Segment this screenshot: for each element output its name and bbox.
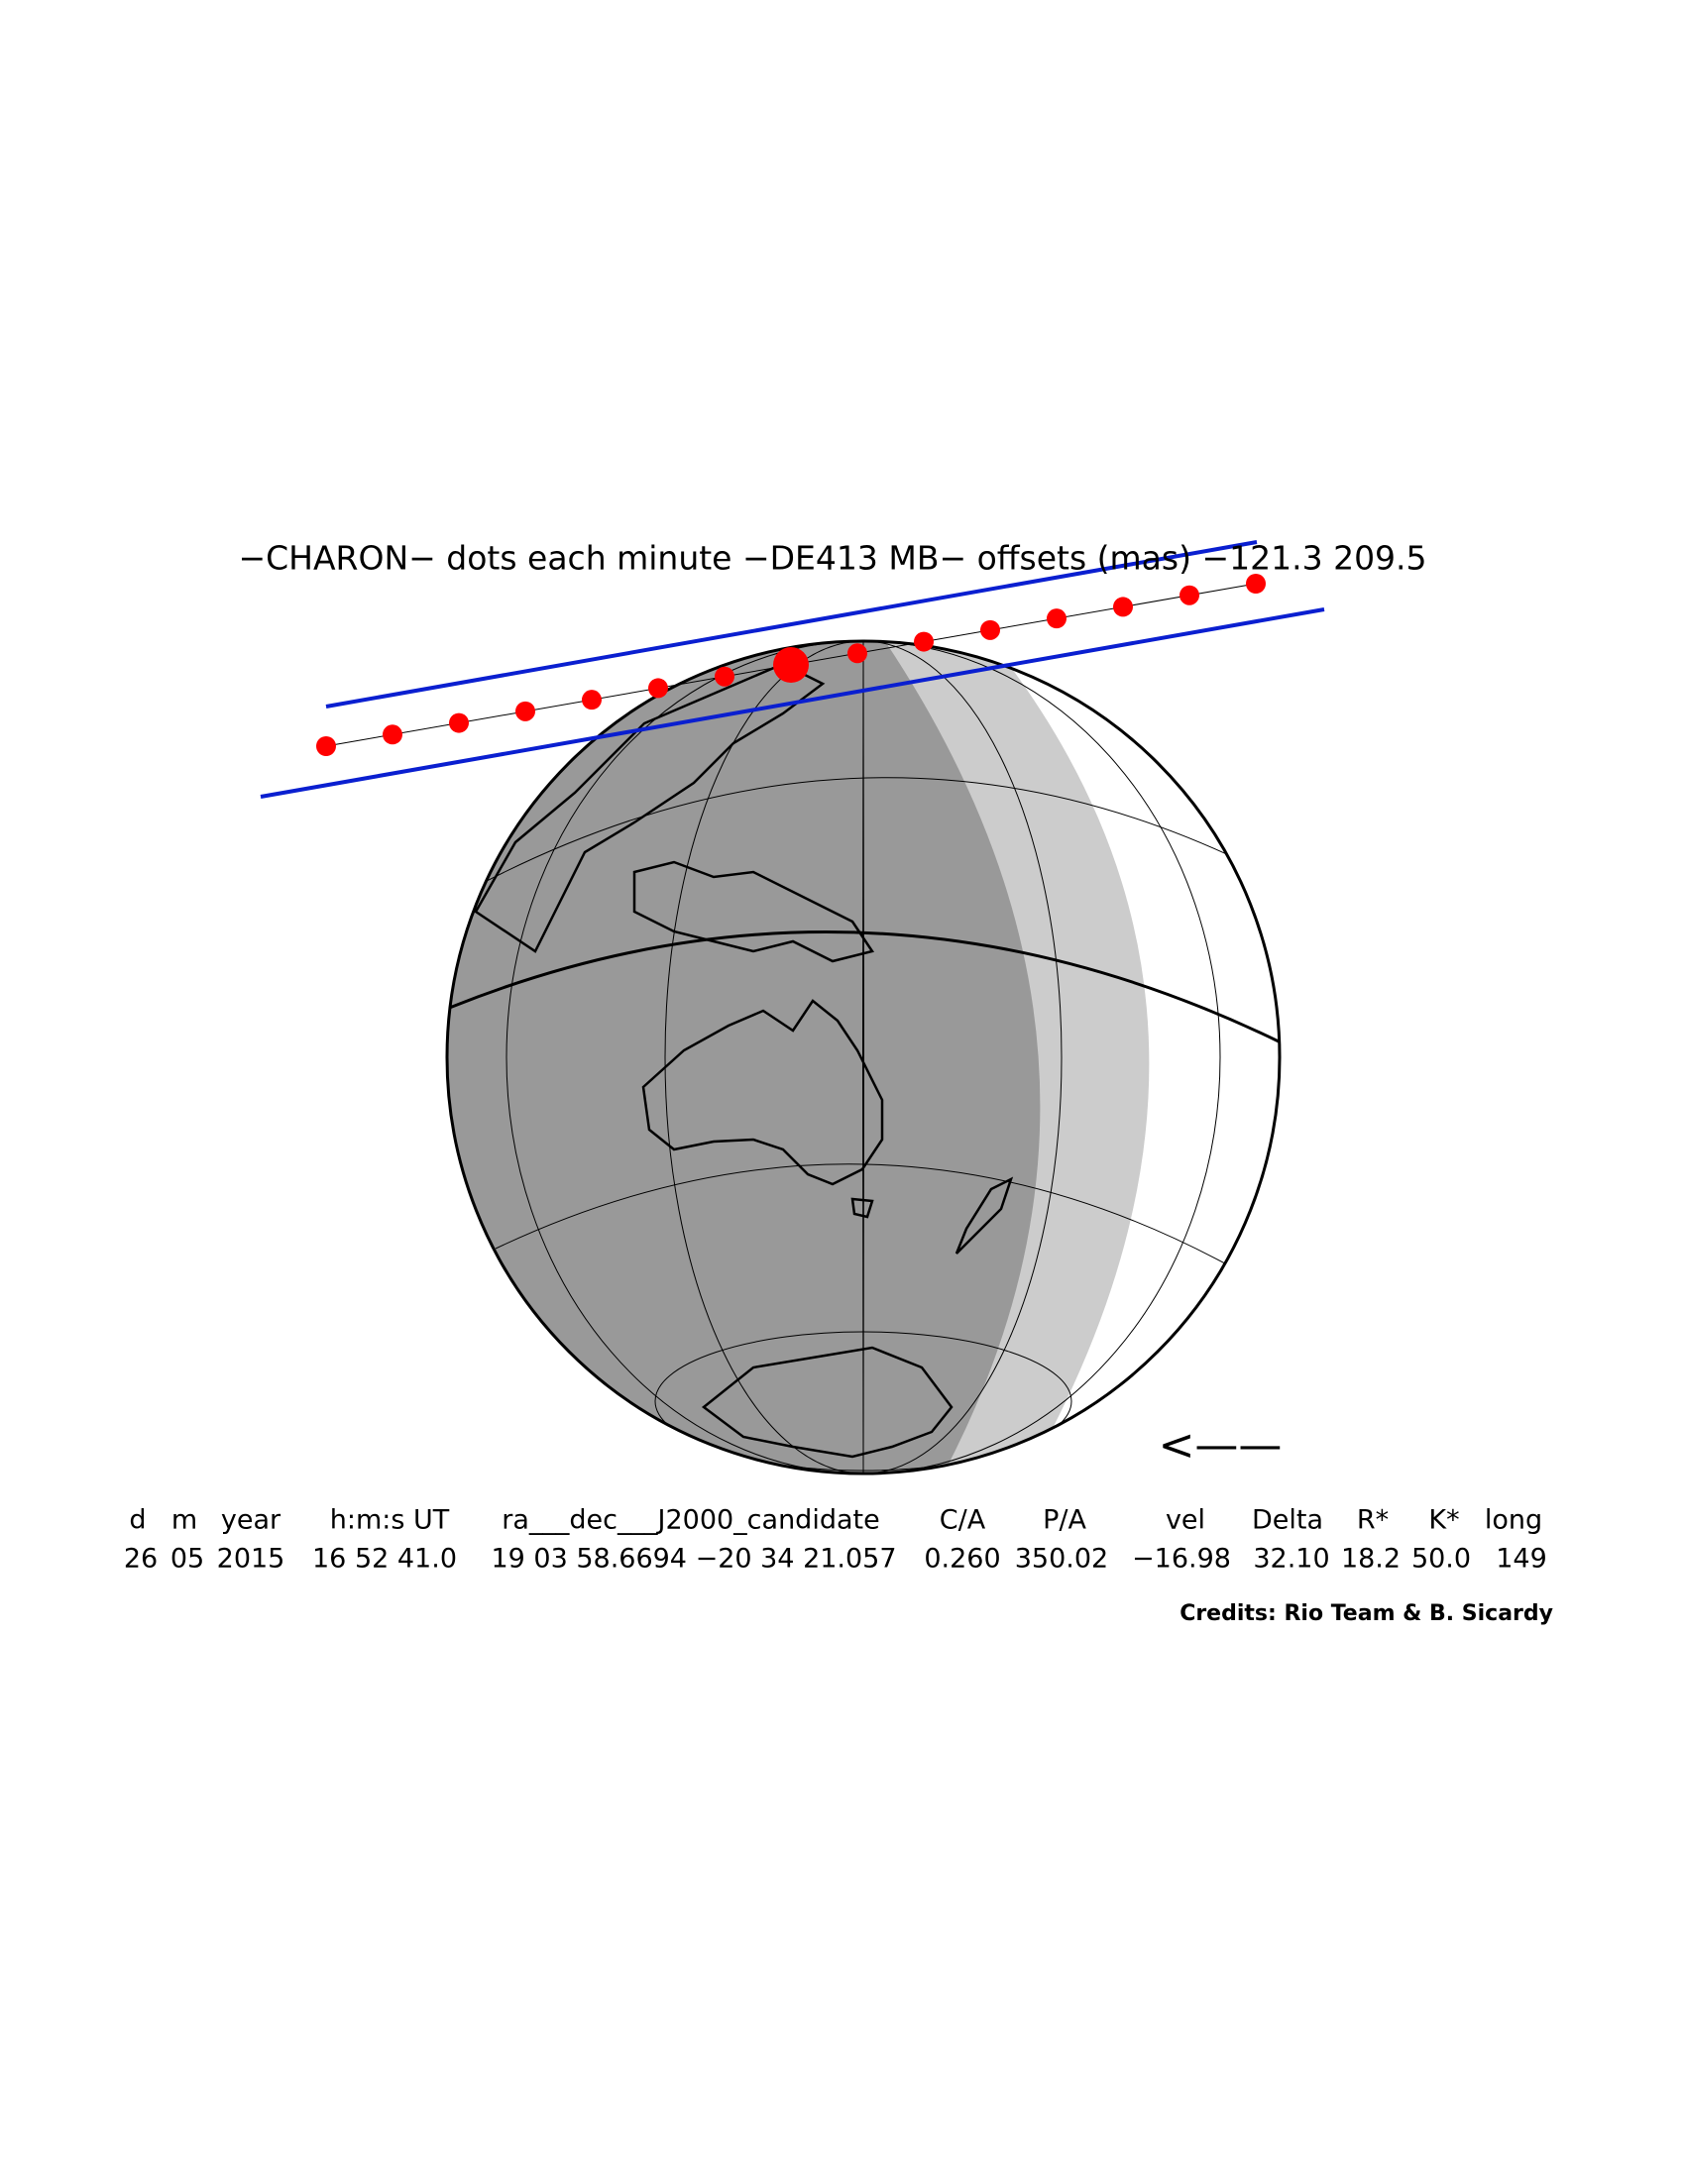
header-cell: K*: [1428, 1505, 1459, 1536]
header-cell: m: [171, 1505, 197, 1536]
minute-dot: [383, 724, 402, 745]
credits: Credits: Rio Team & B. Sicardy: [1180, 1601, 1553, 1626]
minute-dot: [847, 643, 867, 664]
value-cell: 50.0: [1411, 1544, 1471, 1575]
minute-dot: [1180, 585, 1199, 605]
value-cell: 16 52 41.0: [312, 1544, 457, 1575]
value-cell: −16.98: [1132, 1544, 1231, 1575]
header-cell: Delta: [1252, 1505, 1323, 1536]
globe: [447, 641, 1280, 1474]
value-cell: 05: [170, 1544, 204, 1575]
direction-arrow: <——: [1159, 1420, 1283, 1471]
minute-dot: [515, 701, 535, 721]
minute-dot: [316, 736, 336, 756]
value-cell: 18.2: [1341, 1544, 1401, 1575]
minute-dot: [715, 666, 734, 687]
header-cell: long: [1485, 1505, 1542, 1536]
header-cell: R*: [1357, 1505, 1389, 1536]
header-cell: P/A: [1043, 1505, 1086, 1536]
minute-dot: [1047, 608, 1067, 629]
value-cell: 0.260: [924, 1544, 1000, 1575]
minute-dot: [980, 619, 1000, 640]
minute-dot: [1246, 574, 1266, 594]
minute-dot: [914, 631, 934, 652]
value-cell: 2015: [217, 1544, 285, 1575]
minute-dot: [449, 712, 469, 733]
closest-approach-dot: [773, 647, 809, 683]
minute-dot: [648, 678, 668, 699]
header-cell: year: [221, 1505, 281, 1536]
value-cell: 149: [1496, 1544, 1547, 1575]
value-row: 26 05 2015 16 52 41.0 19 03 58.6694 −20 …: [124, 1544, 1547, 1575]
globe-outline: [445, 639, 1282, 1475]
path-limit-south: [260, 607, 1325, 799]
header-cell: d: [129, 1505, 146, 1536]
minute-dot: [1113, 597, 1133, 617]
header-cell: h:m:s UT: [330, 1505, 450, 1536]
header-cell: vel: [1166, 1505, 1205, 1536]
title: −CHARON− dots each minute −DE413 MB− off…: [238, 539, 1426, 578]
path-limit-north: [325, 540, 1258, 709]
header-row: d m year h:m:s UT ra___dec___J2000_candi…: [129, 1505, 1542, 1536]
minute-dot: [582, 690, 602, 710]
header-cell: ra___dec___J2000_candidate: [502, 1505, 879, 1536]
value-cell: 19 03 58.6694 −20 34 21.057: [491, 1544, 896, 1575]
value-cell: 32.10: [1253, 1544, 1329, 1575]
header-cell: C/A: [940, 1505, 986, 1536]
minute-dots: [316, 574, 1266, 756]
value-cell: 350.02: [1015, 1544, 1108, 1575]
value-cell: 26: [124, 1544, 158, 1575]
